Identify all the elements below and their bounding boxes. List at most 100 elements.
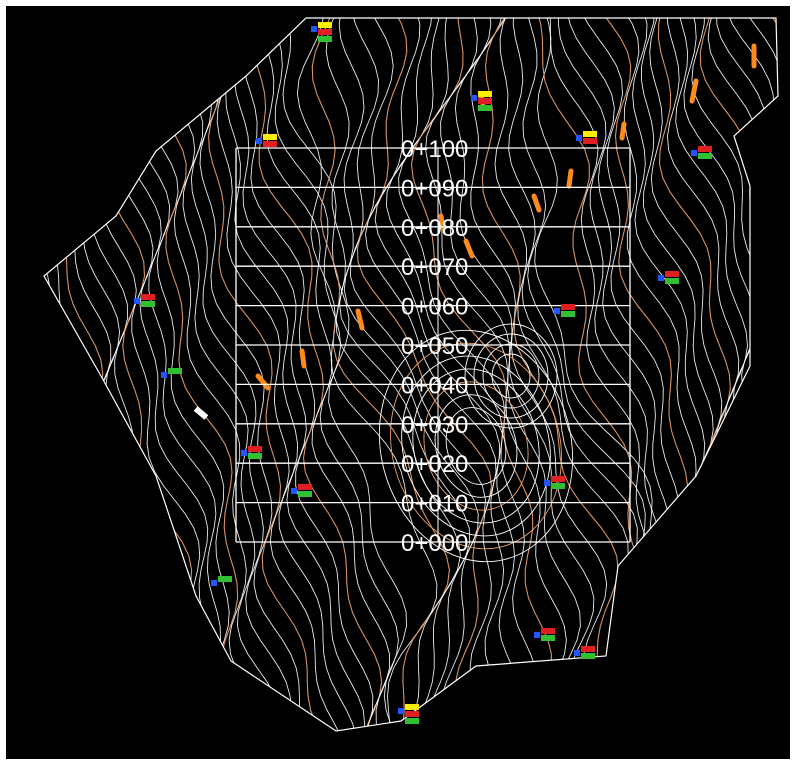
contour-ring — [473, 333, 549, 419]
marker-swatch — [398, 708, 404, 714]
chainage-label: 0+010 — [401, 491, 468, 518]
marker-swatch — [581, 653, 595, 659]
marker-swatch — [574, 650, 580, 656]
chainage-label: 0+000 — [401, 530, 468, 557]
marker-swatch — [471, 95, 477, 101]
station-markers — [134, 22, 712, 724]
station-marker — [398, 704, 419, 724]
marker-swatch — [211, 580, 217, 586]
marker-swatch — [561, 311, 575, 317]
contour-line — [127, 18, 269, 731]
station-marker — [241, 446, 262, 459]
contour-line — [192, 18, 337, 731]
white-mark — [193, 406, 209, 420]
contour-line — [91, 18, 237, 731]
marker-swatch — [318, 22, 332, 28]
marker-swatch — [298, 484, 312, 490]
contour-line — [168, 18, 301, 731]
marker-swatch — [263, 141, 277, 147]
boundary-outline — [43, 17, 779, 732]
chainage-label: 0+030 — [401, 412, 468, 439]
contour-line — [780, 6, 790, 759]
marker-swatch — [561, 304, 575, 310]
contour-line — [724, 18, 778, 731]
contour-line — [699, 18, 778, 731]
contour-line — [233, 18, 366, 731]
contour-line — [494, 18, 629, 731]
contour-ring — [445, 407, 507, 485]
marker-swatch — [551, 476, 565, 482]
station-marker — [471, 91, 492, 111]
contour-ring — [491, 353, 531, 399]
marker-swatch — [248, 453, 262, 459]
contour-line — [225, 18, 357, 731]
contour-ring — [412, 368, 540, 524]
station-marker — [691, 146, 712, 159]
orange-highlight-mark — [299, 348, 307, 369]
station-marker — [311, 22, 332, 42]
contour-line — [534, 18, 657, 731]
contour-line — [49, 18, 179, 731]
marker-swatch — [551, 483, 565, 489]
marker-swatch — [698, 153, 712, 159]
station-marker — [658, 271, 679, 284]
contour-line — [343, 18, 479, 731]
station-marker — [574, 646, 595, 659]
contour-line — [57, 18, 187, 731]
marker-swatch — [581, 646, 595, 652]
orange-highlight-mark — [531, 193, 542, 213]
contour-line — [591, 18, 741, 731]
station-marker — [291, 484, 312, 497]
contour-line — [213, 18, 349, 731]
contour-line — [365, 18, 497, 731]
contour-line — [736, 18, 778, 731]
contour-ring — [464, 323, 558, 429]
marker-swatch — [168, 368, 182, 374]
marker-swatch — [658, 275, 664, 281]
marker-swatch — [534, 632, 540, 638]
contour-ring — [434, 394, 518, 498]
orange-highlight-mark — [566, 168, 574, 189]
marker-swatch — [161, 372, 167, 378]
marker-swatch — [311, 26, 317, 32]
contour-line — [268, 18, 399, 731]
marker-swatch — [248, 446, 262, 452]
contour-line — [159, 18, 286, 731]
contour-line — [756, 18, 778, 731]
contour-line — [666, 18, 778, 731]
bottom-scroll-indicator[interactable] — [302, 759, 412, 763]
contour-line — [349, 18, 487, 731]
contour-line — [44, 18, 160, 731]
contour-line — [649, 18, 778, 731]
contour-line — [338, 18, 471, 731]
marker-swatch — [318, 36, 332, 42]
chainage-label: 0+050 — [401, 333, 468, 360]
contour-map[interactable]: 0+100 0+090 0+080 0+070 0+060 0+050 0+040 0+030… — [6, 6, 790, 759]
orange-highlight-mark — [689, 78, 699, 104]
marker-swatch — [541, 635, 555, 641]
chainage-label: 0+040 — [401, 372, 468, 399]
topographic-map-viewport[interactable]: 0+100 0+090 0+080 0+070 0+060 0+050 0+040 0+030… — [6, 6, 790, 759]
marker-swatch — [405, 718, 419, 724]
orange-highlight-mark — [355, 308, 365, 331]
contour-line — [675, 18, 778, 731]
contour-line — [374, 18, 509, 731]
marker-swatch — [554, 308, 560, 314]
marker-swatch — [218, 576, 232, 582]
contour-line — [44, 18, 110, 731]
marker-swatch — [583, 131, 597, 137]
contour-line — [440, 18, 581, 731]
contour-line — [311, 18, 450, 731]
contour-line — [242, 18, 374, 731]
contour-line — [44, 18, 119, 731]
contour-line — [385, 18, 523, 731]
station-marker — [161, 368, 182, 378]
station-marker — [256, 134, 277, 147]
marker-swatch — [318, 29, 332, 35]
marker-swatch — [478, 91, 492, 97]
orange-highlight-mark — [619, 121, 627, 141]
chainage-label: 0+090 — [401, 175, 468, 202]
contour-line — [454, 18, 595, 731]
contour-line — [325, 18, 461, 731]
